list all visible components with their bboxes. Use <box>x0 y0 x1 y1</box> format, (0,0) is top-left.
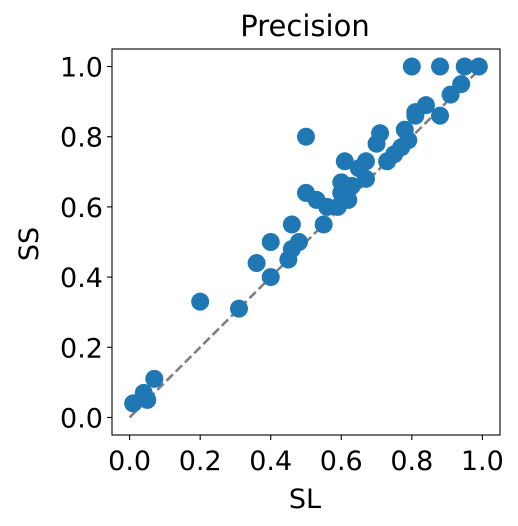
y-tick-label: 0.0 <box>60 403 103 434</box>
x-tick-label: 1.0 <box>461 446 504 477</box>
chart-title: Precision <box>240 9 369 43</box>
data-point <box>455 57 474 76</box>
data-point <box>469 57 488 76</box>
data-point <box>356 169 375 188</box>
data-point <box>399 131 418 150</box>
x-tick-label: 0.2 <box>179 446 222 477</box>
y-axis-ticks: 0.0 0.2 0.4 0.6 0.8 1.0 <box>60 53 112 434</box>
data-point <box>342 176 361 195</box>
y-tick-label: 0.2 <box>60 333 103 364</box>
data-point <box>261 268 280 287</box>
plot-area-frame <box>111 48 501 436</box>
y-tick-label: 0.4 <box>60 263 103 294</box>
y-tick-label: 0.8 <box>60 123 103 154</box>
data-point <box>138 390 157 409</box>
data-point <box>297 127 315 146</box>
x-tick-label: 0.6 <box>320 446 363 477</box>
data-point <box>339 190 358 209</box>
data-point <box>416 96 435 115</box>
data-point <box>431 106 450 125</box>
data-point <box>282 215 301 234</box>
x-tick-label: 0.8 <box>390 446 433 477</box>
y-tick-label: 0.6 <box>60 193 103 224</box>
data-point <box>452 75 471 94</box>
x-axis-title: SL <box>289 484 321 515</box>
y-tick-label: 1.0 <box>60 53 103 84</box>
data-point <box>145 369 164 388</box>
data-point <box>229 299 248 318</box>
data-point <box>431 57 450 76</box>
data-point <box>191 292 210 311</box>
data-point <box>402 57 421 76</box>
data-point <box>371 124 390 143</box>
data-point <box>356 152 375 171</box>
x-tick-label: 0.0 <box>108 446 151 477</box>
data-points-layer <box>124 57 488 413</box>
x-tick-label: 0.4 <box>249 446 292 477</box>
data-point <box>335 152 354 171</box>
data-point <box>261 233 280 251</box>
data-point <box>247 254 266 273</box>
y-axis-title: SS <box>14 227 45 261</box>
data-point <box>314 215 333 234</box>
x-axis-ticks: 0.0 0.2 0.4 0.6 0.8 1.0 <box>108 435 504 477</box>
data-point <box>289 233 308 251</box>
